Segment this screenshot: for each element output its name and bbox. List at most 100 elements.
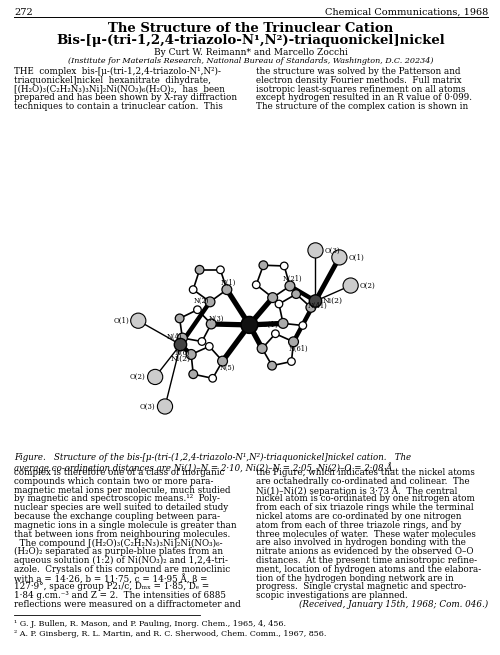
Text: N(4): N(4) [166, 333, 182, 341]
Text: Figure.   Structure of the bis-[μ-(tri-(1,2,4-triazolo-N¹,N²)-triaquonickel]nick: Figure. Structure of the bis-[μ-(tri-(1,… [14, 453, 411, 462]
Text: azole.  Crystals of this compound are monoclinic: azole. Crystals of this compound are mon… [14, 565, 230, 574]
Text: distances.  At the present time anisotropic refine-: distances. At the present time anisotrop… [256, 556, 477, 565]
Text: scopic investigations are planned.: scopic investigations are planned. [256, 591, 408, 600]
Text: that between ions from neighbouring molecules.: that between ions from neighbouring mole… [14, 530, 230, 538]
Text: (H₂O)₂ separated as purple-blue plates from an: (H₂O)₂ separated as purple-blue plates f… [14, 547, 223, 556]
Circle shape [308, 243, 323, 258]
Circle shape [268, 293, 278, 303]
Text: (Institute for Materials Research, National Bureau of Standards, Washington, D.C: (Institute for Materials Research, Natio… [68, 57, 434, 65]
Circle shape [299, 322, 306, 329]
Circle shape [218, 356, 228, 366]
Circle shape [206, 319, 216, 329]
Text: N(6): N(6) [175, 349, 190, 357]
Circle shape [275, 300, 283, 308]
Circle shape [252, 281, 260, 289]
Text: 1·84 g.cm.⁻³ and Z = 2.  The intensities of 6885: 1·84 g.cm.⁻³ and Z = 2. The intensities … [14, 591, 226, 600]
Text: Ni(2): Ni(2) [170, 355, 190, 363]
Text: compounds which contain two or more para-: compounds which contain two or more para… [14, 477, 213, 486]
Circle shape [176, 314, 184, 323]
Circle shape [292, 290, 300, 299]
Circle shape [158, 399, 172, 414]
Circle shape [189, 370, 198, 379]
Text: three molecules of water.  These water molecules: three molecules of water. These water mo… [256, 530, 476, 538]
Text: O(2): O(2) [360, 282, 376, 290]
Text: O(1): O(1) [348, 253, 364, 261]
Circle shape [198, 338, 205, 345]
Text: The structure of the complex cation is shown in: The structure of the complex cation is s… [256, 102, 468, 111]
Text: N(41): N(41) [308, 302, 328, 310]
Text: ment, location of hydrogen atoms and the elabora-: ment, location of hydrogen atoms and the… [256, 565, 481, 574]
Text: 272: 272 [14, 8, 33, 17]
Text: The compound [(H₂O)₃(C₂H₂N₃)₃Ni]₂Ni(NO₃)₆-: The compound [(H₂O)₃(C₂H₂N₃)₃Ni]₂Ni(NO₃)… [14, 538, 222, 548]
Text: O(2): O(2) [130, 373, 146, 381]
Text: N(2): N(2) [194, 297, 209, 305]
Circle shape [222, 285, 232, 295]
Text: nickel atom is co-ordinated by one nitrogen atom: nickel atom is co-ordinated by one nitro… [256, 495, 475, 504]
Text: The Structure of the Trinuclear Cation: The Structure of the Trinuclear Cation [108, 22, 394, 35]
Circle shape [174, 339, 186, 351]
Text: N(21): N(21) [283, 275, 302, 283]
Circle shape [285, 281, 295, 291]
Text: nitrate anions as evidenced by the observed O–O: nitrate anions as evidenced by the obser… [256, 547, 474, 556]
Text: except hydrogen resulted in an R value of 0·099.: except hydrogen resulted in an R value o… [256, 94, 472, 102]
Circle shape [178, 333, 188, 343]
Text: By Curt W. Reimann* and Marcello Zocchi: By Curt W. Reimann* and Marcello Zocchi [154, 48, 348, 57]
Circle shape [288, 337, 298, 346]
Text: Ni(2): Ni(2) [323, 297, 343, 305]
Text: Ni(1): Ni(1) [258, 320, 278, 328]
Text: tion of the hydrogen bonding network are in: tion of the hydrogen bonding network are… [256, 574, 454, 582]
Circle shape [205, 297, 215, 307]
Circle shape [310, 295, 322, 307]
Circle shape [190, 286, 197, 293]
Text: nickel atoms are co-ordinated by one nitrogen: nickel atoms are co-ordinated by one nit… [256, 512, 462, 521]
Circle shape [268, 362, 276, 370]
Circle shape [206, 343, 213, 350]
Text: average co-ordination distances are Ni(1)–N = 2·10, Ni(2)–N = 2·05, Ni(2)–O = 2·: average co-ordination distances are Ni(1… [14, 462, 395, 473]
Text: nuclear species are well suited to detailed study: nuclear species are well suited to detai… [14, 503, 228, 512]
Text: progress.  Single crystal magnetic and spectro-: progress. Single crystal magnetic and sp… [256, 582, 466, 591]
Text: N(5): N(5) [220, 364, 236, 372]
Circle shape [148, 369, 162, 384]
Circle shape [280, 262, 288, 270]
Text: electron density Fourier methods.  Full matrix: electron density Fourier methods. Full m… [256, 76, 462, 84]
Circle shape [343, 278, 358, 293]
Text: the structure was solved by the Patterson and: the structure was solved by the Patterso… [256, 67, 460, 76]
Text: O(3): O(3) [325, 246, 340, 254]
Text: techniques to contain a trinuclear cation.  This: techniques to contain a trinuclear catio… [14, 102, 223, 111]
Circle shape [186, 350, 196, 360]
Text: atom from each of three triazole rings, and by: atom from each of three triazole rings, … [256, 521, 461, 530]
Text: ¹ G. J. Bullen, R. Mason, and P. Pauling, Inorg. Chem., 1965, 4, 456.: ¹ G. J. Bullen, R. Mason, and P. Pauling… [14, 620, 286, 627]
Text: are octahedrally co-ordinated and colinear.  The: are octahedrally co-ordinated and coline… [256, 477, 470, 486]
Text: with a = 14·26, b = 11·75, c = 14·95 Å, β =: with a = 14·26, b = 11·75, c = 14·95 Å, … [14, 574, 207, 584]
Circle shape [278, 318, 288, 328]
Text: complex is therefore one of a class of inorganic: complex is therefore one of a class of i… [14, 468, 224, 477]
Circle shape [272, 330, 279, 337]
Text: N(1): N(1) [220, 278, 236, 287]
Text: Bis-[μ-(tri-1,2,4-triazolo-N¹,N²)-triaquonickel]nickel: Bis-[μ-(tri-1,2,4-triazolo-N¹,N²)-triaqu… [56, 34, 446, 47]
Circle shape [195, 265, 204, 274]
Text: magnetic metal ions per molecule, much studied: magnetic metal ions per molecule, much s… [14, 485, 230, 495]
Circle shape [306, 303, 316, 312]
Text: prepared and has been shown by X-ray diffraction: prepared and has been shown by X-ray dif… [14, 94, 237, 102]
Text: Ni(1)–Ni(2) separation is 3·73 Å.  The central: Ni(1)–Ni(2) separation is 3·73 Å. The ce… [256, 485, 458, 496]
Text: isotropic least-squares refinement on all atoms: isotropic least-squares refinement on al… [256, 84, 466, 94]
Text: ² A. P. Ginsberg, R. L. Martin, and R. C. Sherwood, Chem. Comm., 1967, 856.: ² A. P. Ginsberg, R. L. Martin, and R. C… [14, 629, 326, 637]
Circle shape [216, 266, 224, 274]
Text: N(61): N(61) [289, 345, 308, 353]
Text: aqueous solution (1:2) of Ni(NO₃)₂ and 1,2,4-tri-: aqueous solution (1:2) of Ni(NO₃)₂ and 1… [14, 556, 228, 565]
Text: [(H₂O)₃(C₂H₂N₃)₃Ni]₂Ni(NO₃)₆(H₂O)₂,  has  been: [(H₂O)₃(C₂H₂N₃)₃Ni]₂Ni(NO₃)₆(H₂O)₂, has … [14, 84, 225, 94]
Text: 127·9°, space group P2₁/c, Dₘₓ = 1·85, Dₑ =: 127·9°, space group P2₁/c, Dₘₓ = 1·85, D… [14, 582, 209, 591]
Text: triaquonickel]nickel  hexanitrate  dihydrate,: triaquonickel]nickel hexanitrate dihydra… [14, 76, 211, 84]
Circle shape [257, 343, 267, 354]
Circle shape [194, 306, 202, 314]
Text: O(3): O(3) [140, 402, 156, 411]
Circle shape [241, 316, 258, 333]
Text: (Received, January 15th, 1968; Com. 046.): (Received, January 15th, 1968; Com. 046.… [299, 600, 488, 609]
Text: reflections were measured on a diffractometer and: reflections were measured on a diffracto… [14, 600, 241, 609]
Text: because the exchange coupling between para-: because the exchange coupling between pa… [14, 512, 220, 521]
Text: N(3): N(3) [208, 314, 224, 322]
Text: from each of six triazole rings while the terminal: from each of six triazole rings while th… [256, 503, 474, 512]
Text: THE  complex  bis-[μ-(tri-1,2,4-triazolo-N¹,N²)-: THE complex bis-[μ-(tri-1,2,4-triazolo-N… [14, 67, 221, 76]
Text: by magnetic and spectroscopic means.¹²  Poly-: by magnetic and spectroscopic means.¹² P… [14, 495, 220, 504]
Circle shape [209, 375, 216, 382]
